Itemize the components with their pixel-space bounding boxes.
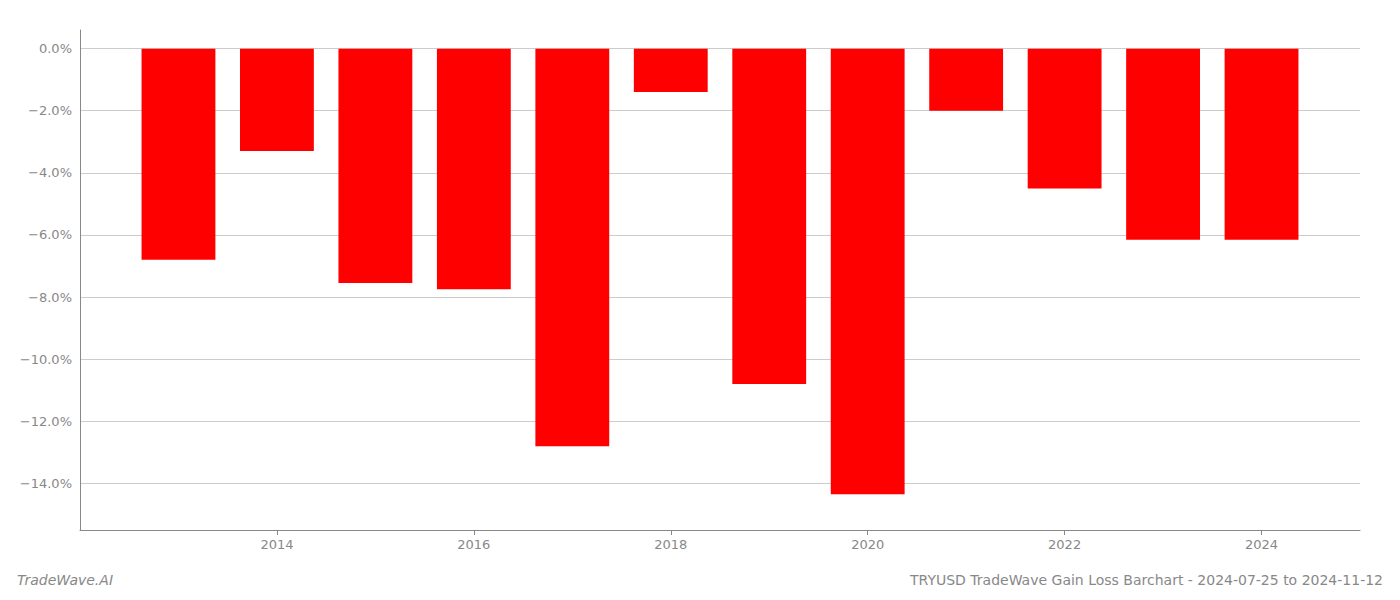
- svg-text:−8.0%: −8.0%: [28, 290, 72, 305]
- svg-text:TRYUSD TradeWave Gain Loss Bar: TRYUSD TradeWave Gain Loss Barchart - 20…: [909, 572, 1383, 588]
- svg-text:2016: 2016: [457, 537, 490, 552]
- svg-text:−10.0%: −10.0%: [20, 352, 72, 367]
- svg-text:2014: 2014: [260, 537, 293, 552]
- svg-text:2020: 2020: [851, 537, 884, 552]
- svg-text:−4.0%: −4.0%: [28, 165, 72, 180]
- svg-text:−2.0%: −2.0%: [28, 103, 72, 118]
- svg-text:−14.0%: −14.0%: [20, 476, 72, 491]
- svg-text:−12.0%: −12.0%: [20, 414, 72, 429]
- svg-text:0.0%: 0.0%: [39, 41, 72, 56]
- svg-text:2024: 2024: [1245, 537, 1278, 552]
- svg-text:2022: 2022: [1048, 537, 1081, 552]
- svg-text:−6.0%: −6.0%: [28, 227, 72, 242]
- svg-text:TradeWave.AI: TradeWave.AI: [17, 572, 113, 588]
- svg-text:2018: 2018: [654, 537, 687, 552]
